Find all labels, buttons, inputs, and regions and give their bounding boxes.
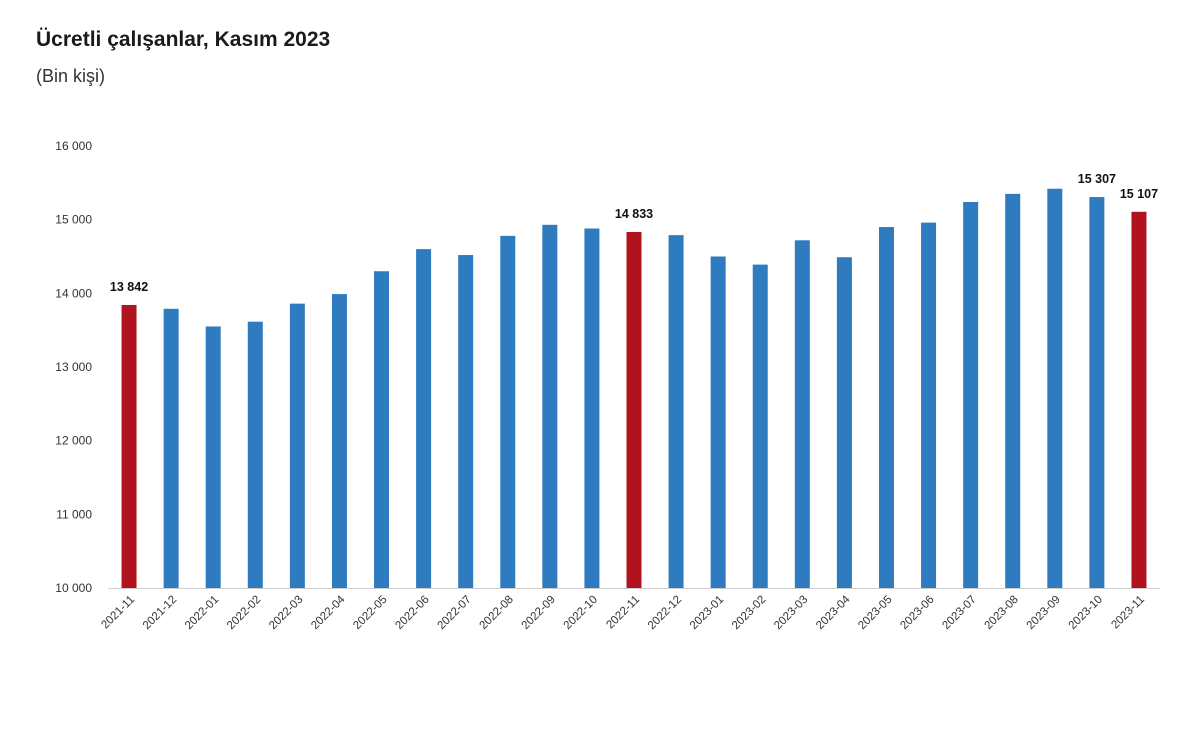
- bar-2022-05: [374, 271, 390, 588]
- x-tick-label: 2022-04: [309, 593, 348, 632]
- x-tick-label: 2022-03: [267, 594, 305, 632]
- x-tick-label: 2022-02: [225, 594, 263, 632]
- x-axis: 2021-11 2021-12 2022-01 2022-02 2022-03 2022-…: [99, 593, 1147, 632]
- bar-2021-12: [163, 308, 179, 588]
- bar-2023-02: [752, 264, 768, 588]
- x-tick-label: 2023-03: [772, 594, 810, 632]
- bar-2022-03: [289, 303, 305, 588]
- bar-2022-06: [416, 249, 432, 588]
- x-tick-label: 2022-12: [646, 594, 684, 632]
- x-tick-label: 2022-01: [183, 594, 221, 632]
- x-tick-label: 2023-01: [688, 594, 726, 632]
- bar-2022-09: [542, 224, 558, 588]
- bar-2023-07: [963, 201, 979, 589]
- bar-2022-08: [500, 235, 516, 588]
- x-tick-label: 2023-04: [814, 593, 853, 632]
- x-tick-label: 2023-10: [1067, 594, 1105, 632]
- bar-2023-05: [878, 227, 894, 588]
- data-label-2022-11: 14 833: [615, 207, 653, 221]
- bar-2022-04: [331, 294, 347, 588]
- bars: [121, 188, 1147, 589]
- bar-2022-11: [626, 231, 642, 588]
- y-tick-label: 16 000: [55, 139, 92, 153]
- data-label-2023-10: 15 307: [1078, 172, 1116, 186]
- x-tick-label: 2023-07: [940, 594, 978, 632]
- x-tick-label: 2022-06: [393, 594, 431, 632]
- bar-2023-09: [1047, 188, 1063, 589]
- bar-2023-04: [836, 257, 852, 588]
- chart-title: Ücretli çalışanlar, Kasım 2023: [36, 28, 331, 51]
- x-tick-label: 2022-07: [435, 594, 473, 632]
- bar-2023-06: [921, 222, 937, 589]
- y-axis: 10 000 11 000 12 000 13 000 14 000 15 000 16 0…: [55, 139, 92, 595]
- bar-2022-07: [458, 255, 474, 588]
- x-tick-label: 2021-12: [141, 594, 179, 632]
- x-tick-label: 2022-08: [478, 594, 516, 632]
- bar-2022-01: [205, 326, 221, 588]
- bar-2023-01: [710, 256, 726, 588]
- x-tick-label: 2022-10: [562, 594, 600, 632]
- bar-2023-10: [1089, 197, 1105, 589]
- bar-2022-10: [584, 228, 600, 588]
- y-tick-label: 15 000: [55, 213, 92, 227]
- x-tick-label: 2022-05: [351, 594, 389, 632]
- bar-2022-02: [247, 321, 263, 588]
- x-tick-label: 2023-02: [730, 594, 768, 632]
- y-tick-label: 13 000: [55, 360, 92, 374]
- y-tick-label: 14 000: [55, 286, 92, 300]
- data-labels: 13 842 14 833 15 307 15 107: [110, 172, 1158, 294]
- chart-subtitle: (Bin kişi): [36, 66, 106, 86]
- x-tick-label: 2023-09: [1025, 594, 1063, 632]
- bar-2023-08: [1005, 193, 1021, 588]
- x-tick-label: 2023-08: [983, 594, 1021, 632]
- data-label-2021-11: 13 842: [110, 280, 148, 294]
- x-tick-label: 2023-05: [856, 594, 894, 632]
- bar-2022-12: [668, 235, 684, 588]
- x-tick-label: 2021-11: [99, 594, 137, 632]
- bar-2021-11: [121, 304, 137, 588]
- y-tick-label: 12 000: [55, 434, 92, 448]
- x-tick-label: 2023-06: [898, 594, 936, 632]
- data-label-2023-11: 15 107: [1120, 187, 1158, 201]
- bar-2023-03: [794, 240, 810, 589]
- y-tick-label: 10 000: [55, 581, 92, 595]
- y-tick-label: 11 000: [56, 507, 92, 521]
- x-tick-label: 2022-11: [604, 594, 642, 632]
- x-tick-label: 2023-11: [1109, 594, 1147, 632]
- x-tick-label: 2022-09: [520, 594, 558, 632]
- bar-2023-11: [1131, 211, 1147, 588]
